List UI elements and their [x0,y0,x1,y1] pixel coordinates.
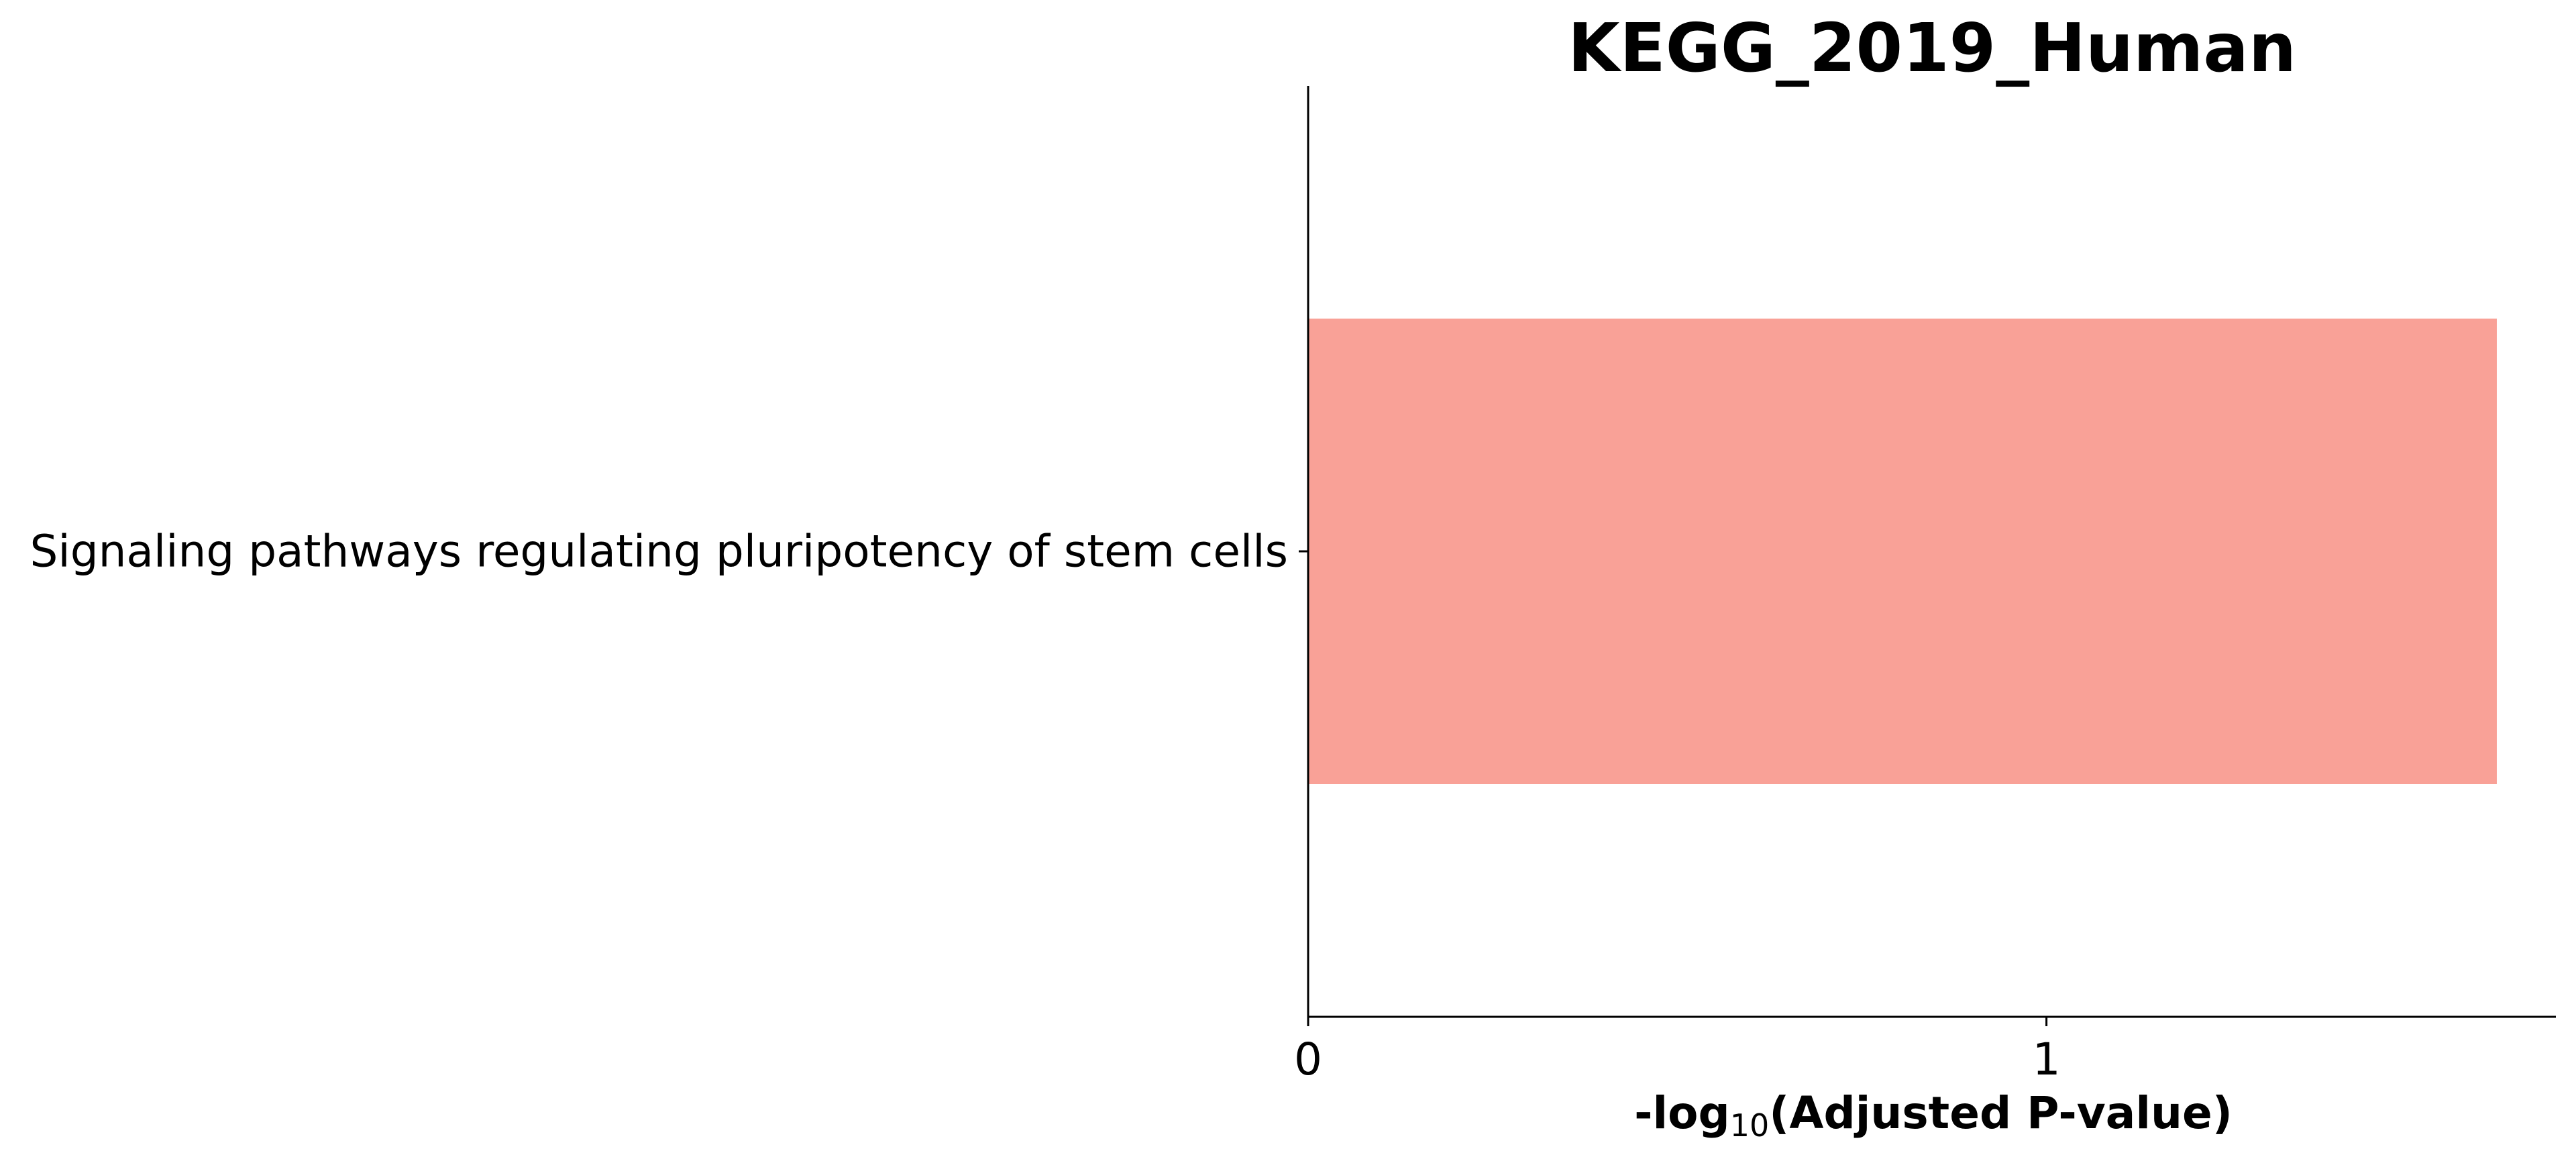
y-tick-label-0: Signaling pathways regulating pluripoten… [30,526,1288,577]
x-axis-label: -log10(Adjusted P-value) [1634,1087,2233,1144]
x-axis-label-subscript: 10 [1730,1107,1770,1144]
x-axis-label-suffix: (Adjusted P-value) [1769,1087,2233,1139]
x-tick-label-0: 0 [1294,1034,1322,1085]
chart-title: KEGG_2019_Human [1568,9,2296,87]
x-axis-label-prefix: -log [1634,1087,1730,1139]
bars-layer [1308,319,2497,784]
ticks-layer: Signaling pathways regulating pluripoten… [30,526,2060,1086]
bar-0 [1308,319,2497,784]
x-tick-label-1: 1 [2033,1034,2061,1085]
